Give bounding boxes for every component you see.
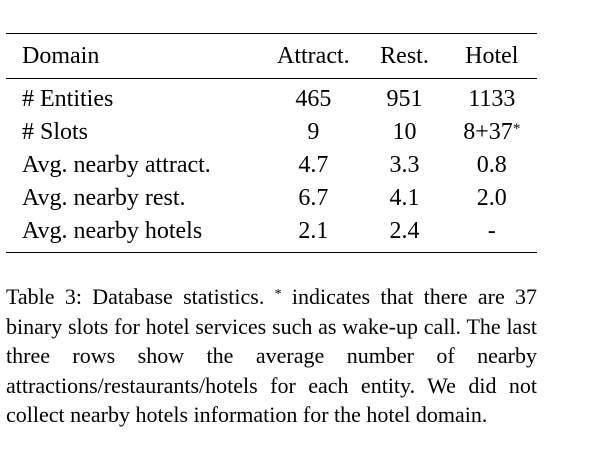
row-label: # Entities	[22, 86, 114, 112]
cell-rest: 951	[386, 86, 423, 112]
caption-text: indicates that there are 37 binary slots…	[6, 284, 538, 427]
cell-rest: 10	[392, 119, 417, 145]
cell-hotel: 8+37*	[447, 116, 537, 149]
row-label: Avg. nearby attract.	[22, 152, 211, 178]
table-row: # Slots 9 10 8+37*	[6, 116, 537, 149]
row-label: Avg. nearby rest.	[22, 185, 186, 211]
cell-attract: 6.7	[298, 185, 329, 211]
cell-attract: 4.7	[298, 152, 329, 178]
caption-prefix: Table 3: Database statistics.	[6, 284, 265, 309]
header-hotel: Hotel	[465, 42, 519, 69]
header-domain: Domain	[22, 42, 100, 69]
table-row: Avg. nearby attract. 4.7 3.3 0.8	[6, 149, 537, 182]
row-label: Avg. nearby hotels	[22, 218, 203, 244]
cell-attract: 465	[295, 86, 332, 112]
table-row: Avg. nearby rest. 6.7 4.1 2.0	[6, 182, 537, 215]
cell-hotel-value: 0.8	[476, 152, 507, 178]
database-statistics-table-container: Domain Attract. Rest. Hotel # Entities 4…	[6, 33, 537, 253]
table-row: Avg. nearby hotels 2.1 2.4 -	[6, 215, 537, 253]
cell-hotel-value: -	[487, 218, 496, 244]
cell-attract: 2.1	[298, 218, 329, 244]
table-header-row: Domain Attract. Rest. Hotel	[6, 33, 537, 79]
cell-hotel: 1133	[447, 79, 537, 117]
caption-asterisk: *	[274, 287, 282, 302]
cell-hotel-value: 8+37	[463, 119, 513, 145]
cell-rest: 3.3	[389, 152, 420, 178]
database-statistics-table: Domain Attract. Rest. Hotel # Entities 4…	[6, 33, 537, 253]
table-caption: Table 3: Database statistics. * indicate…	[6, 282, 537, 430]
cell-hotel: 2.0	[447, 182, 537, 215]
header-attract: Attract.	[277, 42, 350, 69]
cell-rest: 4.1	[389, 185, 420, 211]
cell-hotel: -	[447, 215, 537, 253]
footnote-asterisk: *	[512, 121, 521, 137]
cell-hotel: 0.8	[447, 149, 537, 182]
cell-hotel-value: 2.0	[476, 185, 507, 211]
row-label: # Slots	[22, 119, 89, 145]
cell-attract: 9	[307, 119, 320, 145]
cell-hotel-value: 1133	[468, 86, 516, 112]
header-rest: Rest.	[380, 42, 429, 69]
table-row: # Entities 465 951 1133	[6, 79, 537, 117]
cell-rest: 2.4	[389, 218, 420, 244]
